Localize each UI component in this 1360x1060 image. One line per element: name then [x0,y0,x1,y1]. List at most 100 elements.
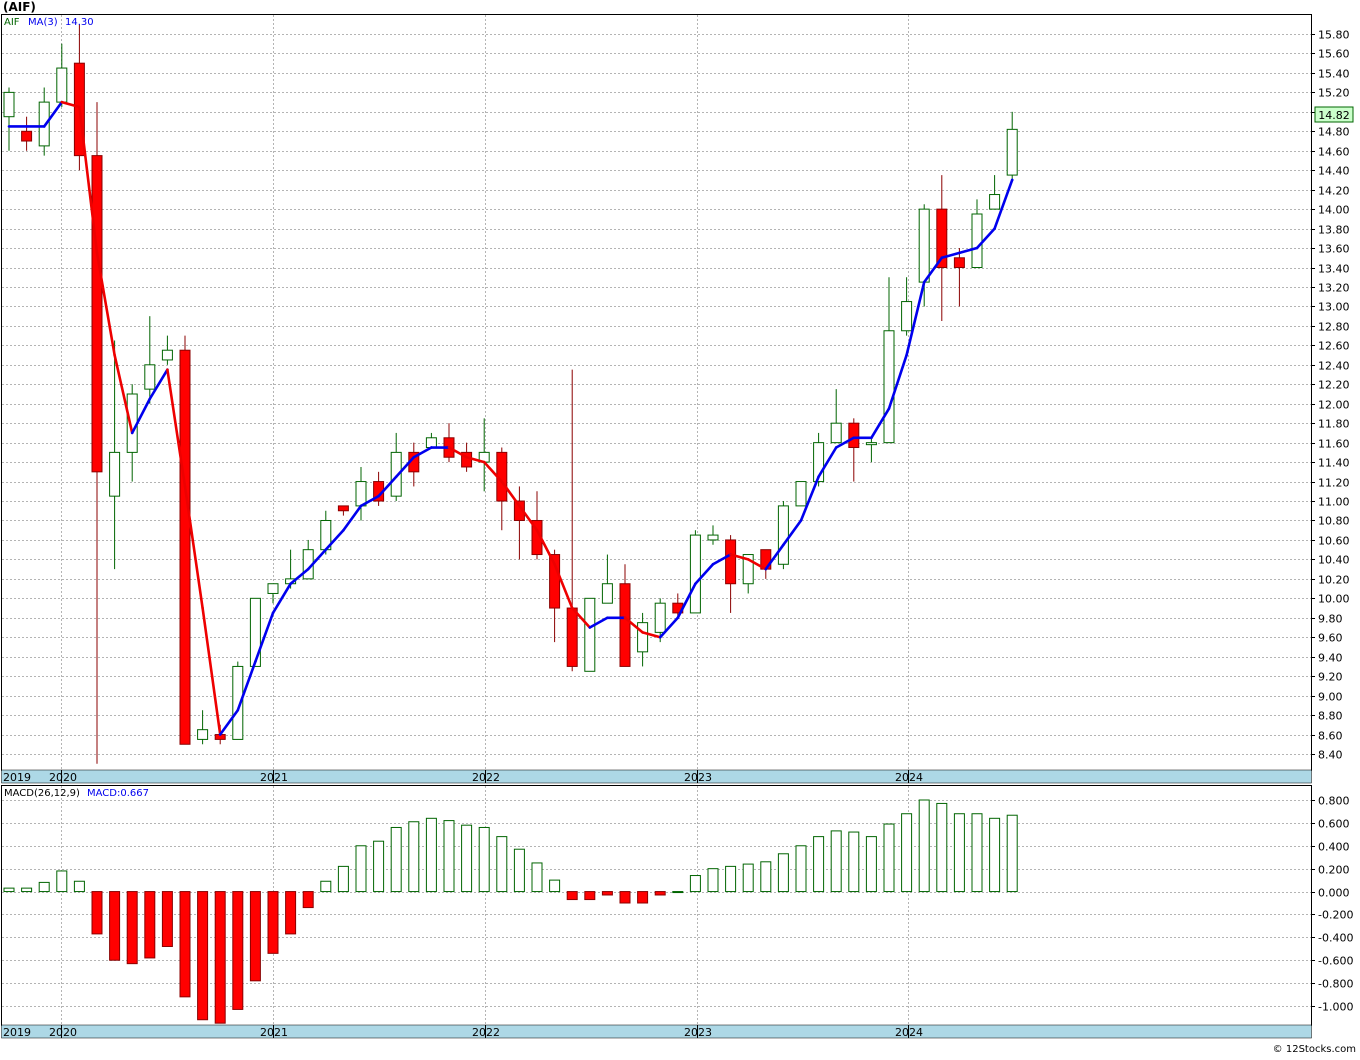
macd-bar-positive [496,836,508,893]
macd-bar-positive [425,817,437,893]
macd-x-label: 2019 [3,1026,31,1039]
macd-bar-negative [302,891,314,909]
price-tick-label: 11.80 [1318,418,1350,431]
ma-segment [570,606,592,629]
macd-bar-negative [214,891,226,1024]
ma-segment [922,256,944,284]
candle-up [38,101,50,147]
price-tick-label: 10.20 [1318,574,1350,587]
candle-up [654,602,666,633]
ma-segment [729,553,750,561]
price-tick-label: 13.80 [1318,224,1350,237]
price-tick-label: 15.40 [1318,68,1350,81]
price-tick-label: 12.80 [1318,321,1350,334]
candle-up [813,442,825,483]
price-tick-label: 9.40 [1318,652,1343,665]
ma-segment [764,543,785,571]
ma-segment [518,504,539,532]
candle-down [21,130,33,142]
ma-segment [482,460,504,483]
macd-legend-value: MACD:0.667 [87,788,149,799]
macd-x-axis: 201920202021202220232024 [3,1025,923,1039]
macd-tick-label: -0.600 [1318,955,1353,968]
macd-bar-positive [813,836,825,893]
candle-up [637,622,649,653]
ma-segment [183,485,204,610]
ma-legend-label: MA(3) [28,17,58,28]
price-tick-label: 13.60 [1318,243,1350,256]
macd-bar-negative [285,891,297,935]
ma-legend-value: 14.30 [65,17,94,28]
price-tick-label: 8.40 [1318,749,1343,762]
macd-bar-positive [742,863,754,893]
macd-bar-negative [161,891,173,947]
ma-segment [993,178,1014,230]
macd-bar-positive [830,830,842,893]
candle-up [865,442,877,446]
price-tick-label: 11.40 [1318,457,1350,470]
macd-bar-negative [126,891,138,965]
candle-down [848,422,860,449]
candle-up [267,583,279,594]
candle-up [425,437,437,449]
ticker-legend: AIF [4,17,20,28]
candle-up [971,213,983,269]
macd-bar-positive [1006,814,1018,893]
macd-bar-positive [689,875,701,893]
ma-segment [42,100,64,128]
price-tick-label: 12.40 [1318,360,1350,373]
macd-bar-positive [760,861,772,893]
candle-down [91,155,103,473]
ma-segment [940,251,961,260]
macd-bar-positive [531,862,543,893]
candle-down [725,539,737,585]
ma-segment [394,455,416,479]
ma-segment [676,582,697,620]
ma-segment [447,446,468,459]
price-tick-label: 9.60 [1318,632,1343,645]
price-x-label: 2020 [49,771,77,784]
macd-bar-negative [249,891,261,982]
macd-tick-label: 0.800 [1318,795,1350,808]
ma-segment [553,562,574,610]
macd-tick-label: -0.800 [1318,978,1353,991]
price-y-axis: 15.8015.6015.4015.2015.0014.8014.6014.40… [1311,29,1350,762]
candle-up [601,583,613,604]
macd-bar-positive [513,848,525,893]
macd-bars [3,799,1018,1024]
macd-tick-label: 0.000 [1318,887,1350,900]
macd-bar-negative [654,891,666,896]
price-tick-label: 14.40 [1318,165,1350,178]
ma-line [7,100,1014,736]
price-tick-label: 14.20 [1318,185,1350,198]
ma-segment [130,397,152,435]
candle-up [777,505,789,565]
macd-bar-negative [637,891,649,904]
candle-up [707,534,719,541]
price-tick-label: 9.20 [1318,671,1343,684]
ma-segment [465,455,486,464]
price-panel-frame [1,14,1312,771]
ma-segment [958,246,979,255]
macd-bar-negative [144,891,156,959]
candle-up [795,481,807,507]
ma-segment [623,616,644,634]
footer-credit: © 12Stocks.com [1273,1044,1356,1055]
macd-bar-positive [549,879,561,893]
ma-segment [412,446,433,459]
macd-bar-negative [109,891,121,961]
ma-segment [658,616,680,639]
ma-segment [377,475,398,498]
macd-bar-negative [197,891,209,1021]
ma-segment [799,475,820,522]
macd-bar-positive [56,870,68,893]
price-tick-label: 8.80 [1318,710,1343,723]
candle-up [742,554,754,585]
price-tick-label: 12.00 [1318,399,1350,412]
macd-bar-positive [672,891,684,894]
macd-bar-positive [918,799,930,893]
price-tick-label: 8.60 [1318,730,1343,743]
ma-segment [588,616,609,629]
price-tick-label: 15.20 [1318,87,1350,100]
